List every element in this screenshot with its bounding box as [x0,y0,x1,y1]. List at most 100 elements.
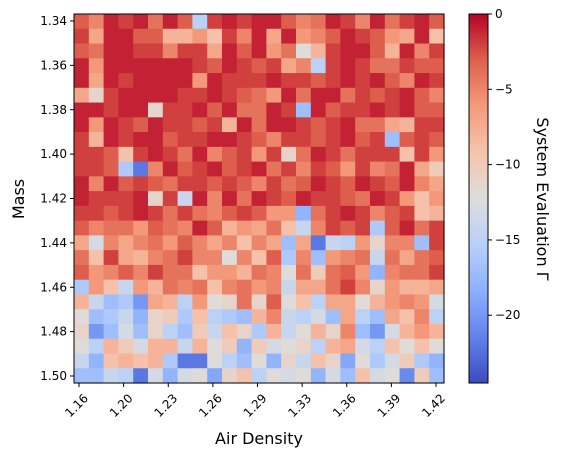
heatmap-cell [251,264,267,281]
heatmap-cell [148,102,164,118]
y-tick-label: 1.44 [40,236,67,250]
heatmap-cell [133,132,149,148]
heatmap-cell [192,323,208,340]
heatmap-cell [266,28,282,45]
heatmap-cell [236,323,253,340]
heatmap-cell [266,323,282,340]
heatmap-cell [266,146,282,163]
heatmap-cell [340,117,356,133]
heatmap-cell [340,323,356,340]
heatmap-cell [429,250,445,266]
y-tick-label: 1.46 [40,280,67,294]
heatmap-cell [355,368,371,384]
heatmap-cell [236,353,253,369]
heatmap-cell [148,353,164,369]
heatmap-cell [384,220,401,236]
heatmap-cell [266,309,282,325]
heatmap-cell [384,14,401,30]
heatmap-cell [162,43,179,59]
y-tick-label: 1.50 [40,369,67,383]
heatmap-cell [429,117,445,133]
heatmap-cell [236,73,253,89]
heatmap-cell [384,87,401,104]
heatmap-cell [103,279,119,296]
heatmap-cell [310,43,327,59]
heatmap-cell [266,43,282,59]
heatmap-cell [355,220,371,236]
heatmap-cell [222,132,238,148]
heatmap-cell [296,28,312,45]
heatmap-cell [310,146,327,163]
heatmap-cell [310,73,327,89]
heatmap-cell [340,309,356,325]
heatmap-cell [384,294,401,310]
heatmap-cell [88,132,105,148]
heatmap-cell [266,235,282,251]
heatmap-cell [296,73,312,89]
heatmap-cell [340,279,356,296]
heatmap-cell [133,146,149,163]
heatmap-cell [325,338,341,355]
heatmap-cell [355,161,371,177]
heatmap-cell [325,264,341,281]
heatmap-cell [162,250,179,266]
heatmap-cell [88,14,105,30]
heatmap-cell [370,264,386,281]
heatmap-cell [207,235,223,251]
heatmap-cell [192,220,208,236]
heatmap-cell [296,279,312,296]
heatmap-cell [118,87,134,104]
heatmap-cell [177,161,193,177]
heatmap-cell [207,309,223,325]
heatmap-cell [355,132,371,148]
heatmap-cell [148,264,164,281]
heatmap-cell [236,368,253,384]
heatmap-cell [281,220,297,236]
heatmap-cell [340,353,356,369]
heatmap-cell [399,205,415,222]
heatmap-cell [148,73,164,89]
heatmap-cell [148,191,164,207]
heatmap-cell [370,28,386,45]
heatmap-cell [133,294,149,310]
heatmap-cell [192,191,208,207]
heatmap-cell [74,353,90,369]
heatmap-cell [118,235,134,251]
heatmap-cell [370,294,386,310]
heatmap-cell [192,338,208,355]
heatmap-cell [177,176,193,192]
heatmap-cell [162,132,179,148]
heatmap-cell [399,176,415,192]
heatmap-cell [296,323,312,340]
heatmap-cell [74,161,90,177]
heatmap-cell [296,368,312,384]
heatmap-cell [222,220,238,236]
heatmap-cell [177,205,193,222]
heatmap-cell [148,43,164,59]
heatmap-cell [399,146,415,163]
heatmap-cell [207,338,223,355]
heatmap-cell [384,279,401,296]
heatmap-cell [414,220,430,236]
heatmap-cell [370,353,386,369]
heatmap-cell [414,176,430,192]
heatmap-cell [207,220,223,236]
heatmap-cell [177,58,193,74]
heatmap-cell [177,323,193,340]
heatmap-cell [429,146,445,163]
heatmap-cell [384,309,401,325]
heatmap-cell [370,87,386,104]
heatmap-cell [340,58,356,74]
heatmap-cell [251,14,267,30]
heatmap-cell [207,58,223,74]
heatmap-cell [429,14,445,30]
y-tick-label: 1.34 [40,14,67,28]
heatmap-cell [177,43,193,59]
colorbar-ticks: 0 −5 −10 −15 −20 [488,7,520,322]
heatmap-cell [222,323,238,340]
heatmap-cell [370,279,386,296]
heatmap-cell [429,205,445,222]
heatmap-cell [133,368,149,384]
heatmap-cell [325,146,341,163]
heatmap-cell [88,368,105,384]
